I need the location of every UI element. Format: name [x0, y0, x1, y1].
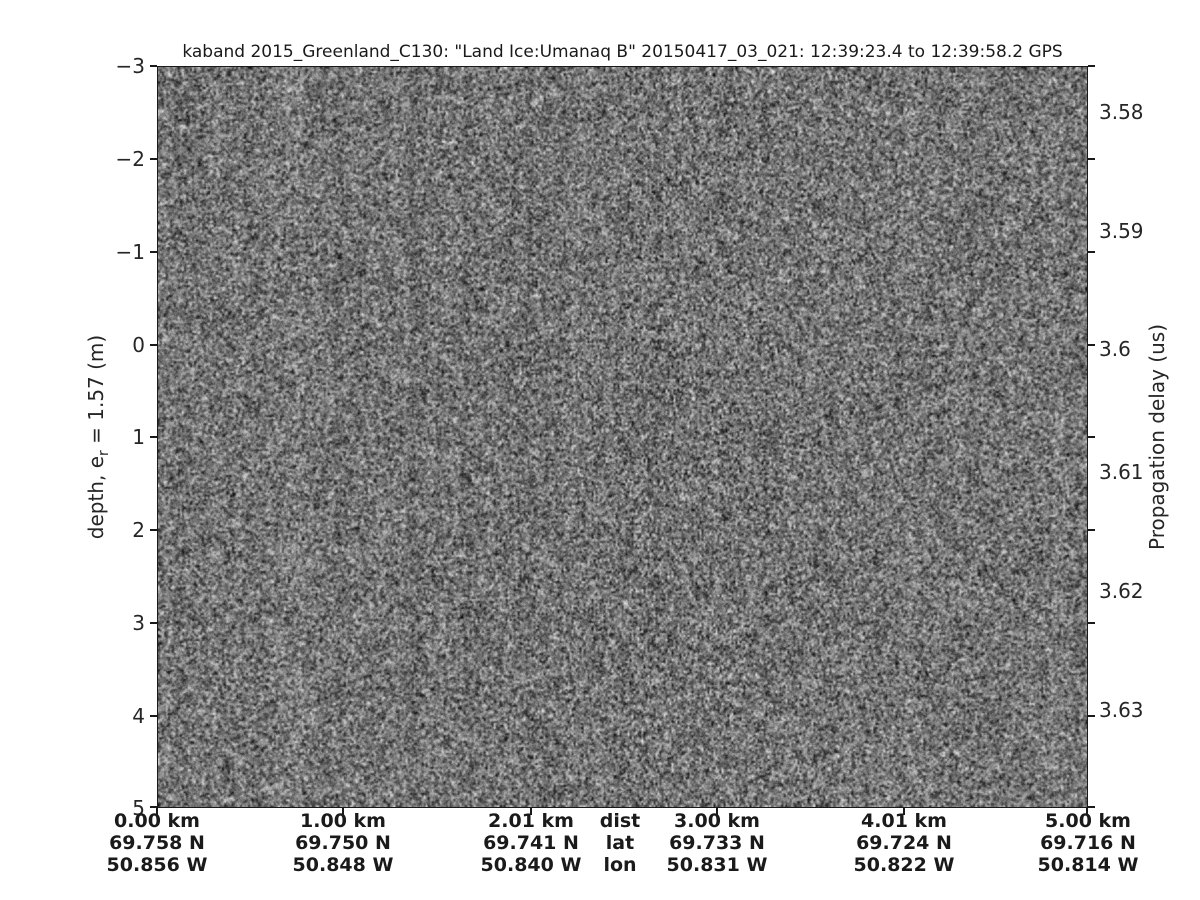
- left-axis-label-main: depth, e: [84, 456, 108, 539]
- right-axis-label: Propagation delay (us): [1145, 324, 1169, 550]
- left-tick-label: −2: [93, 147, 145, 171]
- right-tick-mark: [1088, 529, 1095, 531]
- left-tick-mark: [150, 344, 157, 346]
- echogram-figure: kaband 2015_Greenland_C130: "Land Ice:Um…: [0, 0, 1200, 900]
- x-tick-lon: 50.856 W: [67, 854, 247, 876]
- x-tick-lon: 50.848 W: [253, 854, 433, 876]
- right-tick-mark: [1088, 715, 1095, 717]
- x-tick-dist: 4.01 km: [814, 810, 994, 832]
- left-tick-mark: [150, 529, 157, 531]
- left-tick-mark: [150, 65, 157, 67]
- x-tick-lat: 69.758 N: [67, 832, 247, 854]
- left-tick-mark: [150, 715, 157, 717]
- plot-area: [157, 66, 1088, 808]
- x-tick-column: 0.00 km 69.758 N 50.856 W: [67, 810, 247, 876]
- x-tick-lat: 69.750 N: [253, 832, 433, 854]
- right-tick-label: 3.58: [1099, 100, 1144, 124]
- x-tick-dist: 3.00 km: [627, 810, 807, 832]
- x-tick-lat: 69.733 N: [627, 832, 807, 854]
- right-tick-mark: [1088, 436, 1095, 438]
- right-tick-mark: [1088, 806, 1095, 808]
- x-tick-dist: 1.00 km: [253, 810, 433, 832]
- left-tick-label: 4: [93, 704, 145, 728]
- x-tick-column: 1.00 km 69.750 N 50.848 W: [253, 810, 433, 876]
- left-tick-label: −3: [93, 54, 145, 78]
- x-tick-column: 5.00 km 69.716 N 50.814 W: [998, 810, 1178, 876]
- right-tick-mark: [1088, 344, 1095, 346]
- left-tick-mark: [150, 251, 157, 253]
- x-tick-lat: 69.716 N: [998, 832, 1178, 854]
- right-tick-label: 3.6: [1099, 337, 1131, 361]
- x-tick-lon: 50.814 W: [998, 854, 1178, 876]
- x-tick-lon: 50.822 W: [814, 854, 994, 876]
- left-tick-label: 3: [93, 611, 145, 635]
- left-tick-label: −1: [93, 240, 145, 264]
- x-tick-dist: 0.00 km: [67, 810, 247, 832]
- left-axis-label: depth, er = 1.57 (m): [84, 335, 108, 539]
- left-axis-label-rest: = 1.57 (m): [84, 335, 108, 450]
- x-tick-column: 4.01 km 69.724 N 50.822 W: [814, 810, 994, 876]
- right-tick-mark: [1088, 158, 1095, 160]
- right-tick-label: 3.59: [1099, 219, 1144, 243]
- right-tick-mark: [1088, 622, 1095, 624]
- right-tick-label: 3.62: [1099, 579, 1144, 603]
- x-tick-dist: 5.00 km: [998, 810, 1178, 832]
- left-axis-label-subscript: r: [96, 450, 112, 456]
- right-tick-mark: [1088, 251, 1095, 253]
- x-tick-lon: 50.831 W: [627, 854, 807, 876]
- figure-title: kaband 2015_Greenland_C130: "Land Ice:Um…: [140, 42, 1105, 62]
- left-tick-mark: [150, 622, 157, 624]
- right-tick-mark: [1088, 65, 1095, 67]
- left-tick-mark: [150, 436, 157, 438]
- x-tick-lat: 69.724 N: [814, 832, 994, 854]
- x-tick-column: 3.00 km 69.733 N 50.831 W: [627, 810, 807, 876]
- right-tick-label: 3.61: [1099, 460, 1144, 484]
- right-tick-label: 3.63: [1099, 698, 1144, 722]
- echogram-canvas: [158, 67, 1087, 807]
- left-tick-mark: [150, 158, 157, 160]
